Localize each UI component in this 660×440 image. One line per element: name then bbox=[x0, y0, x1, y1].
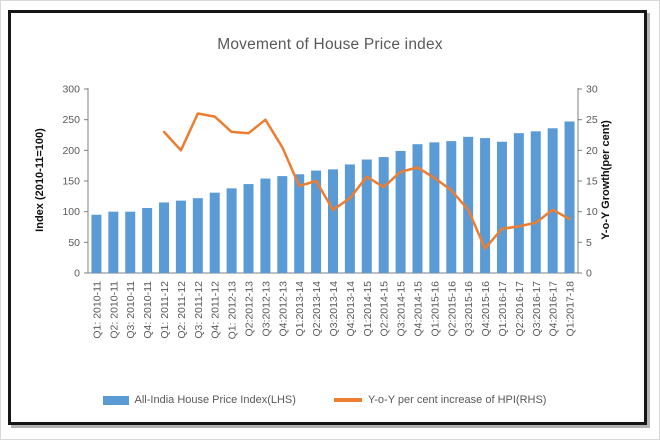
x-axis-label: Q2:2016-17 bbox=[514, 281, 526, 337]
left-tick-label: 100 bbox=[62, 206, 80, 218]
bar bbox=[378, 157, 389, 273]
left-tick-label: 200 bbox=[62, 145, 80, 157]
x-axis-label: Q3:2015-16 bbox=[463, 281, 475, 337]
legend-item-line-series: Y-o-Y per cent increase of HPI(RHS) bbox=[333, 394, 547, 406]
x-axis-label: Q1:2015-16 bbox=[429, 281, 441, 337]
x-axis-label: Q4:2015-16 bbox=[480, 281, 492, 337]
left-tick-label: 250 bbox=[62, 114, 80, 126]
bar-series bbox=[91, 121, 575, 273]
bar bbox=[243, 184, 254, 273]
bar bbox=[547, 128, 558, 273]
x-axis-label: Q3: 2011-12 bbox=[193, 281, 205, 339]
x-axis-label: Q3:2016-17 bbox=[531, 281, 543, 337]
legend-item-bar-series: All-India House Price Index(LHS) bbox=[102, 394, 296, 406]
bar-series-legend-label: All-India House Price Index(LHS) bbox=[134, 394, 296, 406]
left-tick-label: 50 bbox=[68, 237, 80, 249]
x-axis-label: Q2:2015-16 bbox=[446, 281, 458, 337]
bar bbox=[311, 170, 322, 273]
x-axis-label: Q4:2013-14 bbox=[345, 281, 357, 337]
x-axis-label: Q3:2012-13 bbox=[260, 281, 272, 337]
bar bbox=[260, 178, 271, 273]
right-axis-tick-labels: 0 5 10 15 20 25 30 bbox=[586, 84, 598, 280]
bar bbox=[277, 176, 288, 273]
left-tick-label: 0 bbox=[74, 268, 80, 280]
x-axis-label: Q2:2012-13 bbox=[244, 281, 256, 337]
bar bbox=[91, 214, 102, 273]
right-tick-label: 10 bbox=[586, 206, 598, 218]
bar bbox=[530, 131, 541, 273]
bar bbox=[209, 192, 220, 273]
bar bbox=[328, 169, 338, 273]
bar bbox=[395, 150, 406, 273]
x-axis-label: Q4:2014-15 bbox=[412, 281, 424, 337]
bar bbox=[108, 211, 119, 273]
bar bbox=[463, 136, 474, 273]
bar bbox=[192, 198, 203, 273]
x-axis-label: Q3:2014-15 bbox=[396, 281, 408, 337]
x-axis-label: Q1:2014-15 bbox=[362, 281, 374, 337]
line-series-legend-label: Y-o-Y per cent increase of HPI(RHS) bbox=[367, 394, 547, 406]
x-axis-label: Q1:2016-17 bbox=[497, 281, 509, 337]
growth-line bbox=[162, 112, 571, 250]
left-tick-label: 150 bbox=[62, 176, 80, 188]
right-tick-label: 20 bbox=[586, 145, 598, 157]
x-axis-label: Q4: 2010-11 bbox=[142, 281, 154, 339]
bar bbox=[294, 174, 305, 273]
x-axis-label: Q4: 2011-12 bbox=[210, 281, 222, 339]
bar bbox=[513, 133, 524, 273]
line-series-swatch bbox=[333, 398, 362, 402]
x-axis-label: Q3:2013-14 bbox=[328, 281, 340, 337]
x-axis-label: Q4:2016-17 bbox=[548, 281, 560, 337]
x-axis-label: Q1: 2010-11 bbox=[91, 281, 103, 339]
chart-title: Movement of House Price index bbox=[217, 36, 443, 53]
bar bbox=[226, 188, 237, 273]
bar bbox=[496, 141, 507, 273]
line-series bbox=[162, 112, 571, 250]
bar-series-swatch bbox=[102, 395, 129, 405]
right-tick-label: 0 bbox=[586, 268, 592, 280]
x-axis-label: Q1:2017-18 bbox=[565, 281, 577, 337]
x-axis-labels: Q1: 2010-11 Q2: 2010-11 Q3: 2010-11 Q4: 201… bbox=[91, 281, 576, 340]
x-axis-label: Q1: 2011-12 bbox=[159, 281, 171, 339]
x-axis-label: Q2:2013-14 bbox=[311, 281, 323, 337]
legend: All-India House Price Index(LHS) Y-o-Y p… bbox=[8, 394, 641, 406]
bar bbox=[175, 200, 186, 273]
bar bbox=[142, 207, 153, 273]
bar bbox=[344, 164, 355, 273]
x-axis-label: Q2: 2010-11 bbox=[108, 281, 120, 339]
x-axis-label: Q2: 2011-12 bbox=[176, 281, 188, 339]
bar bbox=[125, 211, 136, 273]
left-tick-label: 300 bbox=[62, 84, 80, 96]
bar bbox=[159, 202, 170, 273]
x-axis-label: Q4:2012-13 bbox=[277, 281, 289, 337]
right-tick-label: 5 bbox=[586, 237, 592, 249]
right-tick-label: 30 bbox=[586, 84, 598, 96]
bar bbox=[429, 142, 440, 273]
x-axis-label: Q1:2013-14 bbox=[294, 281, 306, 337]
bar bbox=[564, 121, 575, 273]
x-axis-label: Q1: 2012-13 bbox=[227, 281, 239, 340]
x-axis-label: Q2:2014-15 bbox=[379, 281, 391, 337]
left-axis-tick-labels: 0 50 100 150 200 250 300 bbox=[62, 84, 80, 280]
bar bbox=[446, 141, 457, 273]
bar bbox=[361, 159, 372, 273]
bar bbox=[412, 144, 423, 273]
right-tick-label: 15 bbox=[586, 176, 598, 188]
right-tick-label: 25 bbox=[586, 114, 598, 126]
bar bbox=[480, 138, 491, 273]
x-axis-label: Q3: 2010-11 bbox=[125, 281, 137, 339]
